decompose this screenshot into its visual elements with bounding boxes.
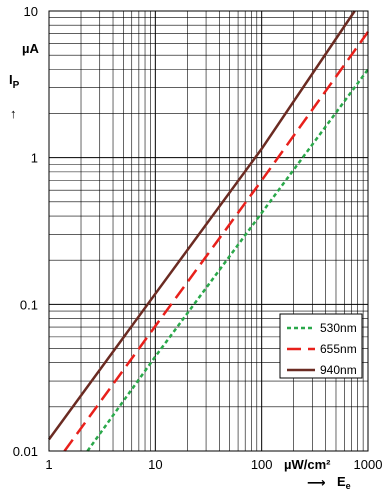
y-tick-label: 1 [31, 151, 38, 166]
x-axis-unit: µW/cm² [284, 457, 331, 472]
y-axis-label-main: I [9, 72, 13, 87]
tick-labels: 1 10 100 1000 0.01 0.1 1 10 [13, 4, 383, 472]
x-axis-label: Ee [337, 474, 351, 489]
y-axis-label: IP [9, 72, 20, 91]
plot-frame [48, 10, 369, 452]
legend-box [279, 313, 363, 379]
x-tick-label: 1000 [354, 457, 383, 472]
x-tick-label: 100 [251, 457, 273, 472]
x-axis-arrow: ⟶ [307, 475, 326, 489]
x-tick-label: 1 [45, 457, 52, 472]
x-axis-label-sub: e [346, 481, 351, 489]
legend-label-655nm: 655nm [320, 342, 357, 356]
y-axis-arrow: ↑ [10, 106, 17, 121]
x-axis-label-main: E [337, 474, 346, 489]
y-axis-unit: µA [22, 41, 39, 56]
series-line-940nm [47, 10, 356, 441]
legend-label-530nm: 530nm [320, 321, 357, 335]
y-tick-label: 0.1 [20, 297, 38, 312]
series-layer [47, 10, 370, 452]
series-line-530nm [86, 68, 370, 452]
legend: 530nm 655nm 940nm [279, 313, 363, 379]
grid [48, 11, 368, 452]
series-line-655nm [63, 31, 370, 452]
y-axis-label-sub: P [13, 80, 20, 91]
y-tick-label: 10 [24, 4, 38, 19]
y-tick-label: 0.01 [13, 444, 38, 459]
legend-label-940nm: 940nm [320, 363, 357, 377]
x-tick-label: 10 [148, 457, 162, 472]
